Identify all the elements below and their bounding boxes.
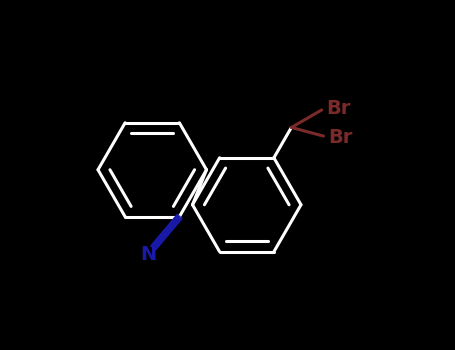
- Text: Br: Br: [328, 128, 353, 147]
- Text: N: N: [140, 245, 156, 264]
- Text: Br: Br: [326, 99, 351, 118]
